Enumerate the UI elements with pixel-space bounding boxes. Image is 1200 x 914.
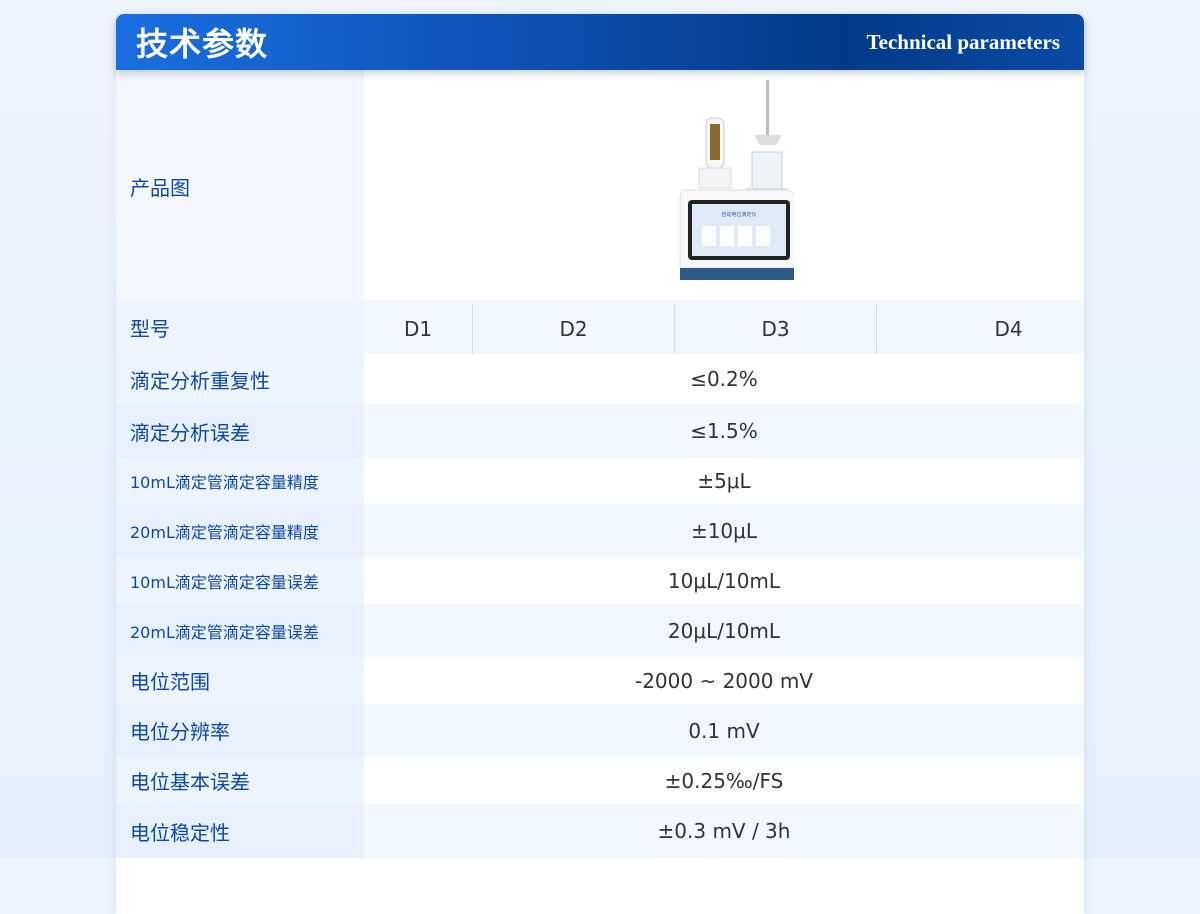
spec-row: 10mL滴定管滴定容量精度 ±5μL [116,458,1084,504]
row-label: 20mL滴定管滴定容量精度 [116,504,364,557]
row-value: ±0.25‰/FS [664,768,784,793]
spec-row: 滴定分析误差 ≤1.5% [116,404,1084,458]
row-value: 0.1 mV [364,704,1084,757]
row-label: 电位基本误差 [116,757,364,804]
row-label: 型号 [116,300,364,354]
row-value: 20μL/10mL [364,604,1084,657]
row-label: 产品图 [116,70,364,300]
spec-row: 20mL滴定管滴定容量误差 20μL/10mL [116,604,1084,657]
spec-row: 电位范围 -2000 ~ 2000 mV [116,657,1084,704]
row-value: ±0.3 mV / 3h [364,804,1084,858]
device-screen-title: 自动电位滴定仪 [721,211,756,218]
product-image: 自动电位滴定仪 [364,70,1084,300]
row-label: 电位范围 [116,657,364,704]
spec-row: 电位分辨率 0.1 mV [116,704,1084,757]
spec-row: 滴定分析重复性 ≤0.2% [116,354,1084,404]
spec-row: 电位基本误差 ±0.25‰/FS [116,757,1084,804]
row-value: 10μL/10mL [667,568,781,593]
spec-row: 10mL滴定管滴定容量误差 10μL/10mL [116,557,1084,604]
section-subtitle: Technical parameters [866,29,1060,54]
spec-row: 电位稳定性 ±0.3 mV / 3h [116,804,1084,858]
product-image-row: 产品图 自动电位滴定仪 [116,70,1084,300]
tech-params-card: 技术参数 Technical parameters 产品图 自动电位滴定仪 型号… [116,14,1084,914]
row-value: ≤0.2% [690,367,758,391]
section-header: 技术参数 Technical parameters [116,14,1084,70]
row-label: 滴定分析误差 [116,404,364,458]
spec-row: 20mL滴定管滴定容量精度 ±10μL [116,504,1084,557]
row-value: ≤1.5% [364,404,1084,458]
row-label: 20mL滴定管滴定容量误差 [116,604,364,657]
model-d2: D2 [472,304,674,354]
row-value: -2000 ~ 2000 mV [634,668,813,693]
row-value: ±10μL [364,504,1084,557]
model-d1: D1 [403,317,433,341]
row-value: ±5μL [697,469,751,493]
titrator-device-illustration: 自动电位滴定仪 [679,80,794,280]
model-d4: D4 [876,304,1084,354]
row-label: 滴定分析重复性 [116,354,364,404]
section-title: 技术参数 [136,25,269,63]
model-row: 型号 D1 D2 D3 D4 [116,300,1084,354]
model-d3: D3 [674,304,876,354]
row-label: 10mL滴定管滴定容量精度 [116,458,364,504]
row-label: 电位分辨率 [116,704,364,757]
row-label: 10mL滴定管滴定容量误差 [116,557,364,604]
row-label: 电位稳定性 [116,804,364,858]
